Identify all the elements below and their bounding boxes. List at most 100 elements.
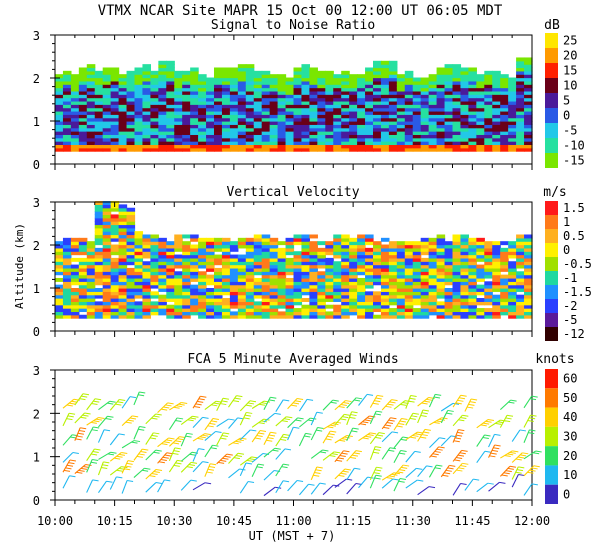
wind-barb-feather (249, 458, 256, 461)
heatmap-cell (309, 90, 318, 95)
heatmap-cell (428, 277, 438, 282)
heatmap-cell (166, 311, 175, 316)
heatmap-cell (357, 301, 366, 306)
wind-barb-feather (207, 468, 214, 471)
wind-barb-feather (414, 433, 422, 436)
heatmap-cell (158, 104, 167, 109)
heatmap-cell (500, 311, 509, 316)
heatmap-cell (94, 100, 104, 105)
wind-barb-feather (487, 419, 495, 422)
heatmap-cell (229, 124, 239, 129)
colorbar-swatch (545, 271, 558, 285)
heatmap-cell (468, 294, 477, 299)
heatmap-cell (190, 80, 199, 85)
heatmap-cell (396, 254, 406, 259)
heatmap-cell (206, 114, 215, 119)
heatmap-cell (325, 84, 334, 89)
heatmap-cell (500, 137, 509, 142)
heatmap-cell (404, 291, 414, 296)
heatmap-cell (420, 274, 430, 279)
wind-barb-feather (92, 451, 99, 454)
heatmap-cell (55, 254, 64, 259)
heatmap-cell (412, 308, 422, 313)
wind-barb-shaft (86, 479, 94, 493)
heatmap-cell (158, 144, 167, 149)
heatmap-cell (365, 84, 374, 89)
heatmap-cell (436, 234, 446, 239)
heatmap-cell (476, 104, 485, 109)
wind-barb-feather (385, 424, 392, 427)
heatmap-cell (86, 80, 96, 85)
heatmap-cell (500, 291, 509, 296)
heatmap-cell (269, 267, 279, 272)
heatmap-cell (309, 104, 318, 109)
wind-barb-shaft (511, 452, 523, 463)
heatmap-cell (388, 294, 398, 299)
heatmap-cell (70, 110, 80, 115)
wind-barb-feather (400, 403, 407, 406)
heatmap-cell (214, 107, 223, 112)
heatmap-cell (357, 100, 366, 105)
colorbar-swatch (545, 123, 558, 138)
wind-barb-feather (484, 450, 491, 453)
heatmap-cell (373, 104, 382, 109)
wind-barb-feather (246, 411, 253, 414)
heatmap-cell (396, 308, 406, 313)
heatmap-cell (86, 97, 96, 102)
heatmap-cell (412, 87, 422, 92)
heatmap-cell (229, 261, 239, 266)
heatmap-cell (508, 251, 517, 256)
heatmap-cell (460, 291, 469, 296)
heatmap-cell (349, 77, 358, 82)
heatmap-cell (150, 311, 159, 316)
wind-barb-feather (527, 471, 534, 474)
heatmap-cell (388, 274, 398, 279)
heatmap-cell (62, 244, 72, 249)
heatmap-cell (317, 254, 326, 259)
heatmap-cell (86, 288, 96, 292)
heatmap-cell (508, 271, 517, 276)
heatmap-cell (221, 284, 231, 289)
heatmap-cell (86, 304, 96, 309)
heatmap-cell (142, 87, 151, 92)
heatmap-cell (428, 127, 438, 132)
heatmap-cell (245, 84, 255, 89)
heatmap-cell (253, 94, 263, 99)
heatmap-cell (285, 124, 295, 129)
heatmap-cell (214, 288, 223, 292)
wind-barb-shaft (192, 482, 206, 491)
heatmap-cell (269, 241, 279, 246)
wind-barb-feather (188, 463, 196, 466)
heatmap-cell (436, 274, 446, 279)
heatmap-cell (86, 247, 96, 252)
heatmap-cell (341, 267, 350, 272)
heatmap-cell (380, 314, 390, 319)
heatmap-cell (309, 244, 318, 249)
heatmap-cell (373, 67, 382, 72)
heatmap-cell (221, 241, 231, 246)
heatmap-cell (86, 121, 96, 125)
heatmap-cell (158, 237, 167, 242)
heatmap-cell (452, 107, 462, 112)
wind-barb-shaft (393, 418, 402, 431)
heatmap-cell (460, 234, 469, 239)
wind-barb-shaft (263, 432, 271, 445)
heatmap-cell (484, 247, 493, 252)
heatmap-cell (86, 147, 96, 152)
heatmap-cell (182, 137, 191, 142)
heatmap-cell (166, 97, 175, 102)
heatmap-cell (468, 100, 477, 105)
heatmap-cell (158, 264, 167, 269)
heatmap-cell (357, 277, 366, 282)
colorbar-label: -5 (563, 124, 577, 138)
heatmap-cell (158, 311, 167, 316)
heatmap-cell (357, 87, 366, 92)
heatmap-cell (500, 114, 509, 119)
wind-barb-feather (131, 441, 138, 444)
heatmap-cell (516, 247, 525, 252)
heatmap-cell (269, 107, 279, 112)
heatmap-cell (166, 314, 175, 319)
colorbar-label: -12 (563, 327, 585, 341)
heatmap-cell (94, 131, 104, 135)
